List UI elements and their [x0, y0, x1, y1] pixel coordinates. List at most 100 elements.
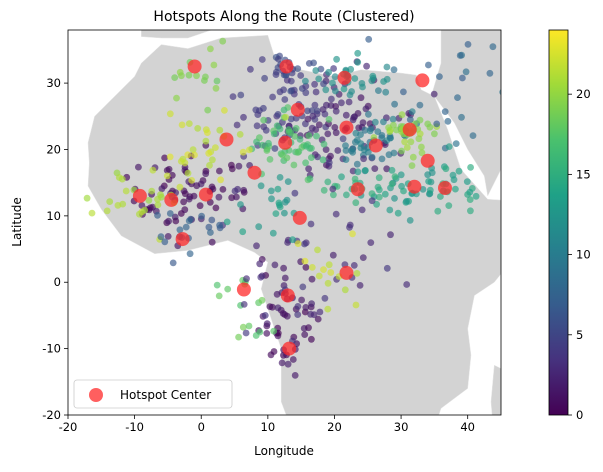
data-point	[350, 114, 358, 121]
data-point	[352, 129, 360, 137]
colorbar-tick-label: 0	[576, 408, 583, 422]
data-point	[355, 124, 363, 132]
europe-landmass	[141, 30, 213, 39]
data-point	[365, 35, 373, 43]
data-point	[176, 226, 184, 234]
data-point	[185, 217, 193, 225]
data-point	[489, 43, 497, 51]
data-point	[464, 41, 472, 48]
data-point	[452, 185, 459, 193]
data-point	[339, 135, 347, 143]
data-point	[202, 126, 210, 133]
data-point	[289, 356, 297, 363]
hotspot-center-marker	[337, 70, 352, 85]
data-point	[210, 61, 218, 69]
data-point	[329, 251, 337, 259]
data-point	[301, 331, 309, 338]
data-point	[189, 146, 197, 154]
data-point	[103, 207, 111, 215]
data-point	[271, 261, 279, 269]
data-point	[304, 115, 312, 123]
x-tick-label: 10	[261, 420, 276, 434]
data-point	[302, 82, 310, 90]
data-point	[333, 55, 340, 63]
data-point	[329, 79, 336, 87]
data-point	[436, 73, 443, 80]
data-point	[394, 209, 402, 217]
data-point	[260, 104, 267, 112]
data-point	[383, 63, 391, 71]
data-point	[383, 75, 391, 83]
data-point	[263, 330, 271, 337]
data-point	[255, 223, 263, 231]
data-point	[305, 324, 312, 332]
data-point	[281, 198, 289, 206]
data-point	[182, 223, 190, 231]
data-point	[269, 93, 276, 101]
data-point	[185, 120, 193, 127]
data-point	[229, 93, 237, 100]
data-point	[270, 348, 278, 355]
data-point	[391, 173, 399, 181]
data-point	[327, 152, 334, 160]
data-point	[458, 113, 465, 121]
data-point	[208, 238, 216, 246]
data-point	[454, 94, 461, 101]
data-point	[275, 55, 282, 63]
data-point	[325, 68, 332, 76]
data-point	[397, 171, 405, 179]
data-point	[374, 183, 382, 191]
data-point	[352, 301, 360, 309]
data-point	[359, 254, 367, 261]
data-point	[215, 193, 223, 201]
data-point	[352, 138, 359, 146]
x-tick-label: 30	[394, 420, 409, 434]
data-point	[301, 257, 309, 265]
hotspot-centers	[132, 59, 452, 356]
data-point	[274, 304, 282, 312]
colorbar-tick-label: 10	[576, 248, 591, 262]
data-point	[464, 191, 471, 198]
data-point	[298, 296, 305, 304]
data-point	[233, 193, 240, 201]
data-point	[445, 202, 453, 210]
data-point	[406, 217, 414, 224]
x-tick-label: 0	[198, 420, 205, 434]
data-point	[362, 105, 370, 113]
data-point	[408, 162, 416, 170]
data-point	[317, 65, 325, 73]
data-point	[329, 185, 337, 193]
data-point	[287, 115, 295, 123]
data-point	[258, 296, 266, 304]
data-point	[205, 223, 213, 231]
data-point	[320, 80, 327, 88]
data-point	[305, 132, 313, 140]
data-point	[442, 165, 450, 173]
data-point	[269, 229, 277, 237]
data-point	[462, 68, 470, 76]
data-point	[308, 144, 315, 152]
data-point	[385, 124, 392, 131]
data-point	[118, 175, 126, 183]
data-point	[280, 86, 287, 94]
arabia-landmass	[430, 30, 501, 197]
data-point	[242, 329, 250, 337]
data-point	[290, 161, 298, 169]
data-point	[186, 250, 194, 258]
data-point	[400, 187, 407, 195]
data-point	[437, 193, 444, 200]
hotspot-center-marker	[420, 153, 435, 168]
data-point	[385, 151, 393, 159]
data-point	[332, 210, 340, 218]
data-point	[408, 108, 416, 115]
data-point	[88, 209, 96, 217]
data-point	[302, 263, 310, 271]
data-point	[361, 126, 369, 134]
hotspot-center-marker	[402, 122, 417, 137]
legend-box	[73, 379, 233, 409]
data-point	[278, 151, 286, 159]
data-point	[207, 45, 214, 53]
data-point	[368, 77, 376, 85]
data-point	[363, 62, 370, 70]
data-point	[161, 238, 169, 246]
